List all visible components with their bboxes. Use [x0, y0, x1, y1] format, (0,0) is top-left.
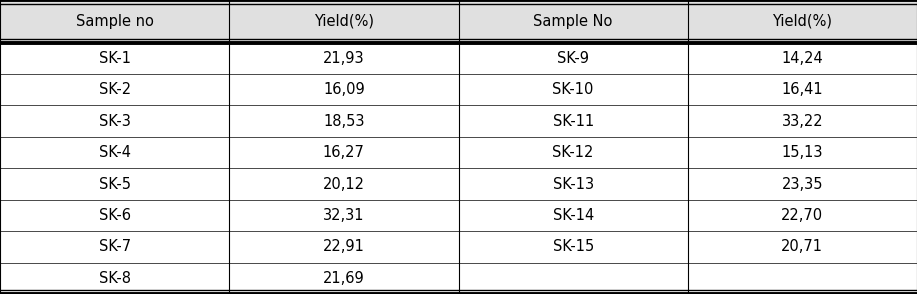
Text: 22,70: 22,70 [781, 208, 823, 223]
Text: SK-7: SK-7 [98, 239, 131, 254]
Text: 14,24: 14,24 [781, 51, 823, 66]
Text: SK-8: SK-8 [99, 271, 130, 286]
Text: SK-14: SK-14 [553, 208, 593, 223]
Text: 23,35: 23,35 [781, 176, 823, 191]
Text: Sample no: Sample no [76, 14, 153, 29]
Text: SK-9: SK-9 [558, 51, 589, 66]
Bar [0, 0, 917, 43]
Text: Yield(%): Yield(%) [772, 14, 833, 29]
Text: SK-1: SK-1 [99, 51, 130, 66]
Text: SK-11: SK-11 [553, 114, 593, 129]
Text: SK-15: SK-15 [553, 239, 593, 254]
Text: SK-2: SK-2 [98, 82, 131, 97]
Text: 22,91: 22,91 [323, 239, 365, 254]
Text: 21,93: 21,93 [323, 51, 365, 66]
Text: SK-13: SK-13 [553, 176, 593, 191]
Text: 15,13: 15,13 [781, 145, 823, 160]
Text: SK-3: SK-3 [99, 114, 130, 129]
Text: 16,41: 16,41 [781, 82, 823, 97]
Text: SK-12: SK-12 [552, 145, 594, 160]
Text: SK-10: SK-10 [552, 82, 594, 97]
Text: Yield(%): Yield(%) [314, 14, 374, 29]
Text: Sample No: Sample No [534, 14, 613, 29]
Text: 20,12: 20,12 [323, 176, 365, 191]
Text: 20,71: 20,71 [781, 239, 823, 254]
Text: SK-4: SK-4 [99, 145, 130, 160]
Text: 33,22: 33,22 [781, 114, 823, 129]
Text: 16,09: 16,09 [323, 82, 365, 97]
Text: SK-6: SK-6 [99, 208, 130, 223]
Text: 32,31: 32,31 [323, 208, 365, 223]
Text: 18,53: 18,53 [323, 114, 365, 129]
Text: SK-5: SK-5 [99, 176, 130, 191]
Text: 16,27: 16,27 [323, 145, 365, 160]
Text: 21,69: 21,69 [323, 271, 365, 286]
